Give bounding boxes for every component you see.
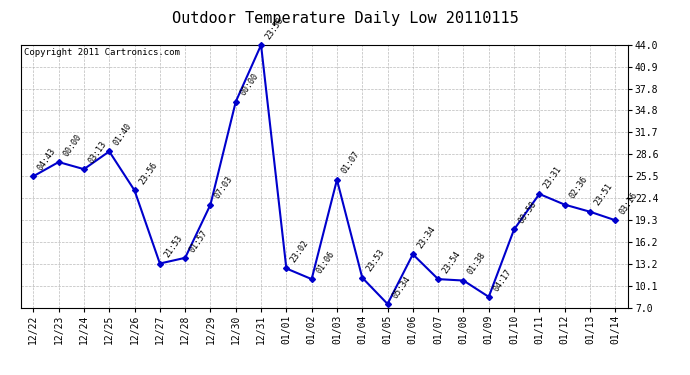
Text: 23:53: 23:53 xyxy=(365,248,386,273)
Text: 23:31: 23:31 xyxy=(542,164,564,190)
Text: 07:03: 07:03 xyxy=(213,175,235,201)
Text: 00:58: 00:58 xyxy=(517,200,538,225)
Text: 01:57: 01:57 xyxy=(188,228,210,254)
Text: 01:40: 01:40 xyxy=(112,122,134,147)
Text: 04:43: 04:43 xyxy=(36,147,58,172)
Text: 04:17: 04:17 xyxy=(491,267,513,293)
Text: 00:00: 00:00 xyxy=(239,72,260,98)
Text: 03:16: 03:16 xyxy=(618,190,640,216)
Text: 03:13: 03:13 xyxy=(87,140,108,165)
Text: 23:56: 23:56 xyxy=(137,160,159,186)
Text: 23:02: 23:02 xyxy=(289,238,311,264)
Text: 01:06: 01:06 xyxy=(315,249,336,275)
Text: 02:36: 02:36 xyxy=(567,175,589,201)
Text: 21:53: 21:53 xyxy=(163,234,184,260)
Text: 01:38: 01:38 xyxy=(466,251,488,276)
Text: 00:00: 00:00 xyxy=(61,132,83,158)
Text: 23:34: 23:34 xyxy=(415,225,437,250)
Text: 01:07: 01:07 xyxy=(339,150,362,176)
Text: Outdoor Temperature Daily Low 20110115: Outdoor Temperature Daily Low 20110115 xyxy=(172,11,518,26)
Text: 05:34: 05:34 xyxy=(391,274,412,300)
Text: Copyright 2011 Cartronics.com: Copyright 2011 Cartronics.com xyxy=(23,48,179,57)
Text: 23:54: 23:54 xyxy=(441,249,462,275)
Text: 23:51: 23:51 xyxy=(593,182,614,207)
Text: 23:58: 23:58 xyxy=(264,15,286,41)
